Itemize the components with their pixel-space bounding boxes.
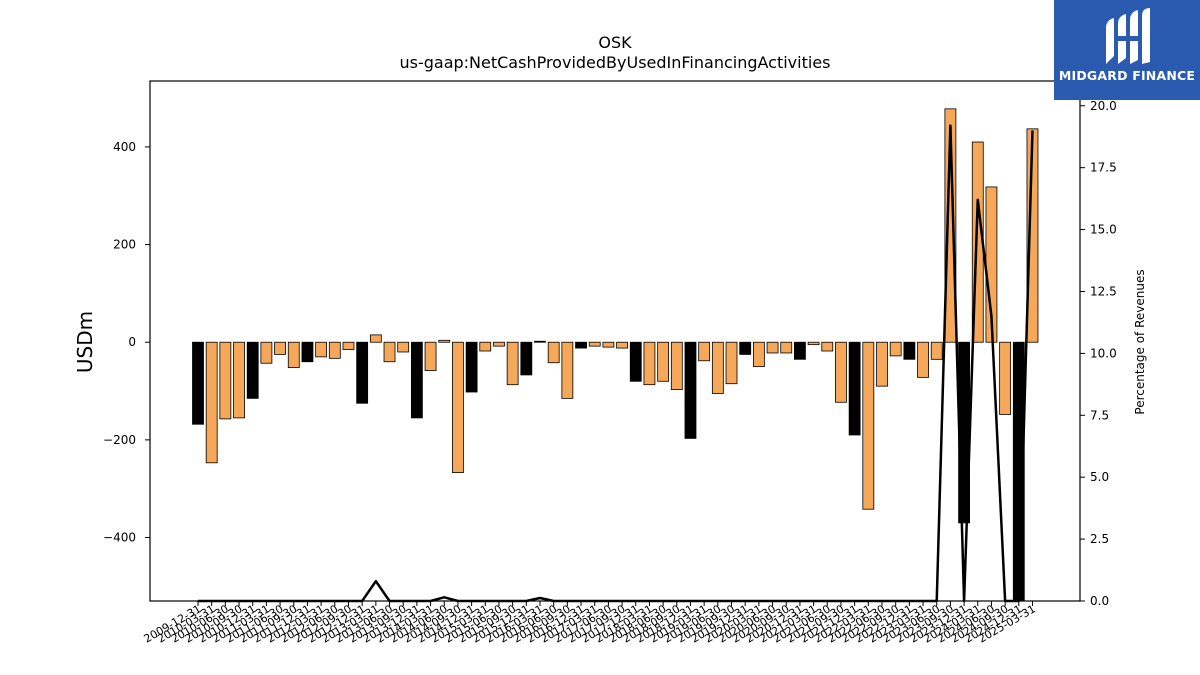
bar-2022-03-31	[862, 341, 875, 510]
bar-2017-06-30	[602, 341, 615, 348]
bar-2017-09-30	[616, 341, 628, 349]
bar-2015-03-31	[479, 341, 492, 352]
x-axis: 2009-12-312010-03-312010-06-302010-09-30…	[142, 601, 1038, 646]
bar-2014-03-31	[424, 341, 437, 371]
bar-series	[192, 108, 1039, 602]
bar-2017-03-31	[588, 341, 601, 347]
bar-2010-12-31	[246, 341, 259, 399]
bar-2013-12-31	[410, 341, 423, 419]
y-tick-label: −200	[103, 433, 136, 447]
y2-tick-label: 7.5	[1090, 408, 1109, 422]
bar-2013-03-31	[369, 334, 382, 343]
bar-2023-09-30	[944, 108, 957, 343]
bar-2009-12-31	[192, 341, 204, 425]
bar-2014-06-30	[438, 339, 451, 343]
bar-2018-06-30	[657, 341, 670, 382]
y-tick-label: 400	[113, 140, 136, 154]
bar-2011-09-30	[287, 341, 300, 369]
y-tick-label: 200	[113, 238, 136, 252]
y2-axis-label: Percentage of Revenues	[1133, 269, 1147, 414]
bar-2013-06-30	[383, 341, 396, 363]
bar-2022-12-31	[903, 341, 916, 360]
bar-2015-12-31	[520, 341, 533, 376]
y2-tick-label: 17.5	[1090, 161, 1117, 175]
bar-2022-09-30	[889, 341, 902, 357]
y-tick-label: 0	[128, 335, 136, 349]
chart-subtitle: us-gaap:NetCashProvidedByUsedInFinancing…	[399, 53, 830, 72]
bar-2016-03-31	[534, 340, 546, 343]
bar-2020-06-30	[766, 341, 779, 354]
bar-2021-06-30	[821, 341, 834, 352]
bar-2020-09-30	[780, 341, 793, 354]
bar-2020-03-31	[752, 341, 765, 368]
bar-2018-09-30	[670, 341, 683, 390]
bar-2012-06-30	[328, 341, 341, 359]
y-axis-left: 400 200 0 −200 −400	[103, 140, 150, 545]
bar-2020-12-31	[794, 341, 806, 360]
y2-tick-label: 20.0	[1090, 99, 1117, 113]
bar-2025-03-31	[1026, 128, 1039, 343]
y-axis-label: USDm	[73, 311, 97, 373]
bar-2019-09-30	[725, 341, 738, 385]
midgard-finance-logo: MIDGARD FINANCE	[1054, 0, 1200, 100]
y2-tick-label: 5.0	[1090, 470, 1109, 484]
bar-2023-06-30	[930, 341, 943, 360]
bar-2019-03-31	[698, 341, 711, 362]
bar-2021-09-30	[835, 341, 847, 403]
percentage-line	[198, 124, 1034, 603]
bar-2011-03-31	[260, 341, 273, 364]
bar-2016-09-30	[561, 341, 574, 399]
bar-2022-06-30	[876, 341, 888, 387]
bar-2012-09-30	[342, 341, 355, 350]
bar-2016-06-30	[547, 341, 560, 364]
y2-tick-label: 2.5	[1090, 532, 1109, 546]
chart-titles: OSK us-gaap:NetCashProvidedByUsedInFinan…	[399, 33, 830, 72]
midgard-logo-icon	[1106, 8, 1150, 64]
bar-2014-12-31	[465, 341, 478, 393]
y2-tick-label: 10.0	[1090, 346, 1117, 360]
bar-2013-09-30	[397, 341, 410, 353]
bar-2012-12-31	[356, 341, 369, 404]
bar-2010-03-31	[205, 341, 218, 464]
chart-title: OSK	[598, 33, 632, 52]
bar-2015-09-30	[506, 341, 519, 386]
bar-2012-03-31	[315, 341, 328, 358]
plot-frame	[149, 80, 1081, 602]
logo-text: MIDGARD FINANCE	[1058, 68, 1196, 83]
bar-2017-12-31	[629, 341, 642, 382]
bar-2011-12-31	[301, 341, 314, 363]
y2-tick-label: 0.0	[1090, 594, 1109, 608]
bar-2016-12-31	[575, 341, 587, 349]
y-axis-right: 0.0 2.5 5.0 7.5 10.0 12.5 15.0 17.5 20.0	[1080, 99, 1117, 608]
bar-2010-06-30	[219, 341, 232, 420]
y2-tick-label: 15.0	[1090, 223, 1117, 237]
bar-2021-03-31	[807, 341, 820, 346]
bar-2018-03-31	[643, 341, 656, 386]
bar-2015-06-30	[493, 341, 505, 347]
y2-tick-label: 12.5	[1090, 284, 1117, 298]
bar-2019-12-31	[739, 341, 752, 355]
percentage-line-series	[198, 124, 1034, 603]
bar-2011-06-30	[274, 341, 286, 355]
bar-2021-12-31	[848, 341, 861, 436]
bar-2023-03-31	[917, 341, 929, 378]
bar-2019-06-30	[711, 341, 724, 394]
y-tick-label: −400	[103, 531, 136, 545]
bar-2024-09-30	[999, 341, 1012, 415]
bar-2014-09-30	[452, 341, 464, 473]
bar-2010-09-30	[233, 341, 245, 419]
bar-2018-12-31	[684, 341, 697, 439]
